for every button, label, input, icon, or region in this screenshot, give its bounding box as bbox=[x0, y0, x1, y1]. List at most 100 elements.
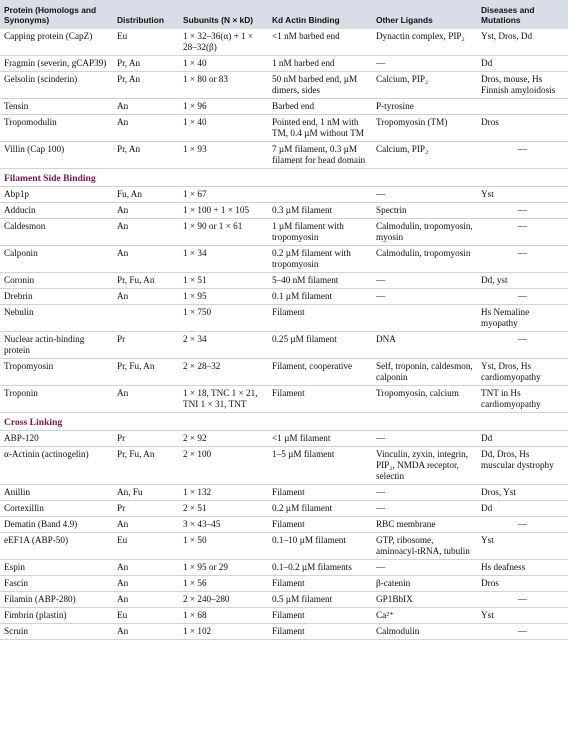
cell-binding: 50 nM barbed end, µM dimers, sides bbox=[268, 71, 372, 99]
cell-distribution: Pr bbox=[113, 430, 179, 447]
cell-subunits: 1 × 95 bbox=[179, 288, 268, 305]
cell-ligands: Calcium, PIP₂ bbox=[372, 71, 477, 99]
table-row: Espin An 1 × 95 or 29 0.1–0.2 µM filaments —… bbox=[0, 559, 568, 576]
cell-distribution: An bbox=[113, 559, 179, 576]
cell-subunits: 1 × 67 bbox=[179, 186, 268, 203]
cell-protein: Espin bbox=[0, 559, 113, 576]
cell-diseases: Dd bbox=[477, 55, 568, 72]
cell-binding: 1 nM barbed end bbox=[268, 55, 372, 72]
cell-distribution: Eu bbox=[113, 29, 179, 56]
cell-binding: 1 µM filament with tropomyosin bbox=[268, 218, 372, 246]
cell-ligands: — bbox=[372, 559, 477, 576]
cell-binding bbox=[268, 186, 372, 203]
cell-binding: 0.2 µM filament with tropomyosin bbox=[268, 245, 372, 273]
cell-protein: Villin (Cap 100) bbox=[0, 141, 113, 169]
cell-diseases: — bbox=[477, 202, 568, 219]
cell-subunits: 1 × 40 bbox=[179, 55, 268, 72]
header-diseases: Diseases and Mutations bbox=[481, 5, 535, 25]
cell-distribution: Pr, Fu, An bbox=[113, 272, 179, 289]
table-row: Cortexillin Pr 2 × 51 0.2 µM filament — Dd bbox=[0, 500, 568, 517]
cell-binding: 0.3 µM filament bbox=[268, 202, 372, 219]
cell-binding: 0.1–10 µM filament bbox=[268, 532, 372, 560]
cell-diseases: — bbox=[477, 516, 568, 533]
cell-distribution bbox=[113, 304, 179, 332]
cell-diseases: Hs Nemaline myopathy bbox=[477, 304, 568, 332]
section-title: Cross Linking bbox=[0, 412, 568, 431]
table-row: Scruin An 1 × 102 Filament Calmodulin — bbox=[0, 623, 568, 640]
cell-protein: Fragmin (severin, gCAP39) bbox=[0, 55, 113, 72]
cell-subunits: 1 × 18, TNC 1 × 21, TNI 1 × 31, TNT bbox=[179, 385, 268, 413]
cell-distribution: An bbox=[113, 114, 179, 142]
cell-diseases: Dros bbox=[477, 114, 568, 142]
section-heading-row: Filament Side Binding bbox=[0, 168, 568, 187]
cell-ligands: GP1BbIX bbox=[372, 591, 477, 608]
cell-ligands: Tropomyosin (TM) bbox=[372, 114, 477, 142]
cell-distribution: Pr, An bbox=[113, 71, 179, 99]
table-row: Nuclear actin-binding protein Pr 2 × 34 0.2… bbox=[0, 331, 568, 359]
cell-subunits: 1 × 51 bbox=[179, 272, 268, 289]
cell-subunits: 1 × 93 bbox=[179, 141, 268, 169]
table-row: Drebrin An 1 × 95 0.1 µM filament — — bbox=[0, 288, 568, 305]
table-row: Nebulin 1 × 750 Filament Hs Nemaline myopat… bbox=[0, 304, 568, 332]
cell-protein: Gelsolin (scinderin) bbox=[0, 71, 113, 99]
cell-protein: Calponin bbox=[0, 245, 113, 273]
cell-diseases: — bbox=[477, 288, 568, 305]
header-protein: Protein (Homologs and Synonyms) bbox=[4, 5, 97, 25]
cell-distribution: Fu, An bbox=[113, 186, 179, 203]
cell-binding: 0.2 µM filament bbox=[268, 500, 372, 517]
cell-distribution: An bbox=[113, 245, 179, 273]
cell-protein: Fascin bbox=[0, 575, 113, 592]
table-row: Tropomodulin An 1 × 40 Pointed end, 1 nM wi… bbox=[0, 114, 568, 142]
cell-protein: Tropomodulin bbox=[0, 114, 113, 142]
table-row: Abp1p Fu, An 1 × 67 — Yst bbox=[0, 186, 568, 203]
cell-ligands: Self, troponin, caldesmon, calponin bbox=[372, 358, 477, 386]
cell-diseases: Dros, mouse, Hs Finnish amyloidosis bbox=[477, 71, 568, 99]
cell-distribution: An bbox=[113, 288, 179, 305]
cell-diseases: Dros bbox=[477, 575, 568, 592]
cell-distribution: An, Fu bbox=[113, 484, 179, 501]
cell-ligands: Calcium, PIP₂ bbox=[372, 141, 477, 169]
cell-subunits: 1 × 40 bbox=[179, 114, 268, 142]
cell-protein: Scruin bbox=[0, 623, 113, 640]
cell-ligands: Calmodulin, tropomyosin, myosin bbox=[372, 218, 477, 246]
cell-subunits: 1 × 50 bbox=[179, 532, 268, 560]
cell-ligands: — bbox=[372, 484, 477, 501]
cell-ligands: — bbox=[372, 186, 477, 203]
cell-distribution: An bbox=[113, 516, 179, 533]
cell-ligands: — bbox=[372, 430, 477, 447]
table-row: Anillin An, Fu 1 × 132 Filament — Dros, Yst bbox=[0, 484, 568, 501]
cell-subunits: 1 × 56 bbox=[179, 575, 268, 592]
table-row: Calponin An 1 × 34 0.2 µM filament with tro… bbox=[0, 245, 568, 273]
header-binding: Kd Actin Binding bbox=[272, 15, 340, 25]
table-row: Tensin An 1 × 96 Barbed end P-tyrosine bbox=[0, 98, 568, 115]
cell-binding: Filament bbox=[268, 484, 372, 501]
cell-distribution: An bbox=[113, 591, 179, 608]
cell-protein: α-Actinin (actinogelin) bbox=[0, 446, 113, 485]
cell-diseases: — bbox=[477, 218, 568, 246]
section-heading-row: Cross Linking bbox=[0, 412, 568, 431]
cell-binding: <1 nM barbed end bbox=[268, 29, 372, 56]
cell-distribution: Eu bbox=[113, 607, 179, 624]
table-row: Dematin (Band 4.9) An 3 × 43–45 Filament RBC… bbox=[0, 516, 568, 533]
cell-subunits: 1 × 96 bbox=[179, 98, 268, 115]
cell-subunits: 2 × 34 bbox=[179, 331, 268, 359]
table-row: Troponin An 1 × 18, TNC 1 × 21, TNI 1 × 31… bbox=[0, 385, 568, 413]
cell-diseases: Yst bbox=[477, 186, 568, 203]
cell-binding: <1 µM filament bbox=[268, 430, 372, 447]
cell-diseases: Yst bbox=[477, 532, 568, 560]
cell-distribution: An bbox=[113, 623, 179, 640]
cell-binding: 7 µM filament, 0.3 µM filament for head … bbox=[268, 141, 372, 169]
cell-protein: Fimbrin (plastin) bbox=[0, 607, 113, 624]
cell-protein: ABP-120 bbox=[0, 430, 113, 447]
cell-diseases: Dros, Yst bbox=[477, 484, 568, 501]
cell-subunits: 1 × 750 bbox=[179, 304, 268, 332]
cell-ligands: Calmodulin, tropomyosin bbox=[372, 245, 477, 273]
cell-protein: Troponin bbox=[0, 385, 113, 413]
table-row: eEF1A (ABP-50) Eu 1 × 50 0.1–10 µM filament… bbox=[0, 532, 568, 560]
table-row: Coronin Pr, Fu, An 1 × 51 5–40 nM filament —… bbox=[0, 272, 568, 289]
cell-ligands: Dynactin complex, PIP₂ bbox=[372, 29, 477, 56]
cell-binding: 0.1 µM filament bbox=[268, 288, 372, 305]
cell-ligands: Tropomyosin, calcium bbox=[372, 385, 477, 413]
cell-distribution: An bbox=[113, 202, 179, 219]
table-row: Adducin An 1 × 100 + 1 × 105 0.3 µM filamen… bbox=[0, 202, 568, 219]
